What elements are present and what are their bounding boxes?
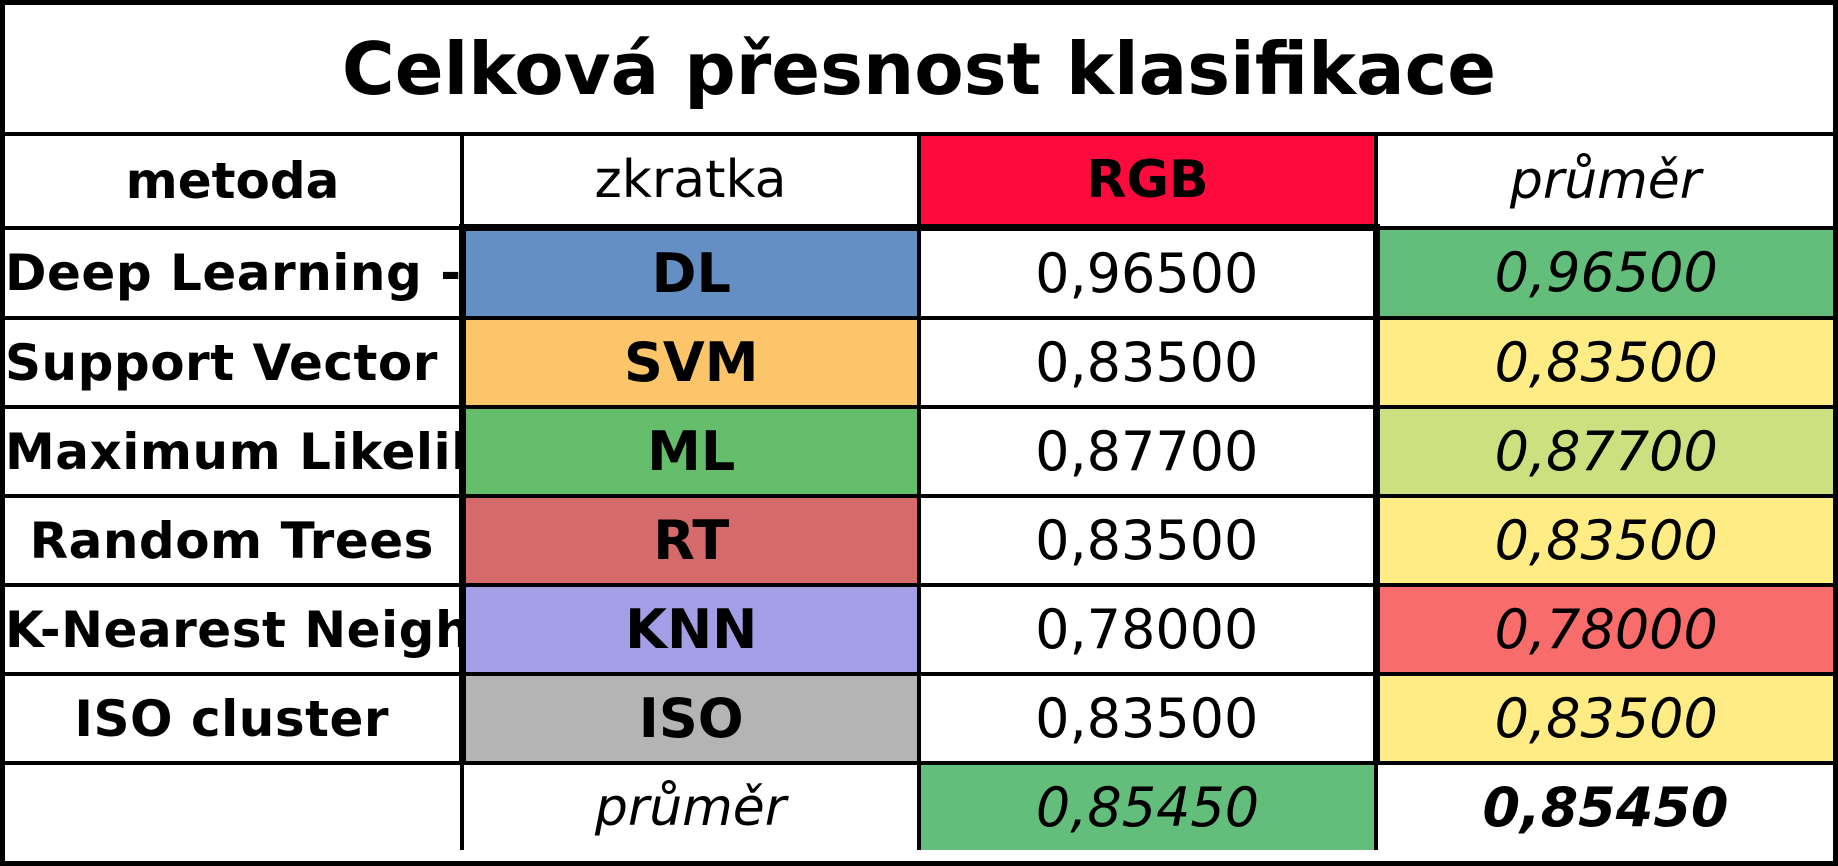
title-row: Celková přesnost klasifikace	[5, 5, 1833, 136]
footer-total-avg: 0,85450	[1374, 761, 1833, 850]
abbr-cell: DL	[458, 224, 921, 320]
table-row: Random Trees RT 0,83500 0,83500	[5, 494, 1833, 587]
avg-value-cell: 0,83500	[1374, 316, 1833, 409]
method-cell: Random Trees	[5, 494, 464, 587]
table-title: Celková přesnost klasifikace	[5, 5, 1833, 136]
abbr-cell: RT	[458, 494, 921, 587]
abbr-cell: ISO	[458, 672, 921, 763]
header-method: metoda	[5, 132, 464, 228]
abbr-cell: SVM	[458, 316, 921, 409]
rgb-value-cell: 0,83500	[917, 672, 1380, 763]
rgb-value-cell: 0,96500	[917, 224, 1380, 320]
avg-value-cell: 0,78000	[1374, 583, 1833, 676]
header-abbr: zkratka	[460, 132, 921, 228]
method-cell: Deep Learning - UNET	[5, 225, 464, 320]
table-body: Deep Learning - UNETDL0,965000,96500Supp…	[5, 224, 1833, 763]
header-avg: průměr	[1374, 132, 1833, 228]
method-cell: Maximum Likelihood	[5, 405, 464, 498]
rgb-value-cell: 0,83500	[917, 494, 1380, 587]
rgb-value-cell: 0,78000	[917, 583, 1380, 676]
footer-empty	[5, 761, 464, 850]
method-cell: K-Nearest Neighbors	[5, 583, 464, 676]
table-row: ISO cluster ISO 0,83500 0,83500	[5, 672, 1833, 763]
header-rgb: RGB	[917, 132, 1378, 228]
method-cell: Support Vector Machine	[5, 316, 464, 409]
accuracy-table: Celková přesnost klasifikace metoda zkra…	[5, 5, 1833, 850]
footer-rgb-avg: 0,85450	[917, 761, 1378, 850]
footer-label: průměr	[460, 761, 921, 850]
rgb-value-cell: 0,83500	[917, 316, 1380, 409]
abbr-cell: ML	[458, 405, 921, 498]
avg-value-cell: 0,83500	[1374, 672, 1833, 763]
avg-value-cell: 0,83500	[1374, 494, 1833, 587]
method-cell: ISO cluster	[5, 672, 464, 763]
header-row: metoda zkratka RGB průměr	[5, 132, 1833, 228]
footer-row: průměr 0,85450 0,85450	[5, 761, 1833, 850]
avg-value-cell: 0,96500	[1374, 225, 1833, 320]
abbr-cell: KNN	[458, 583, 921, 676]
avg-value-cell: 0,87700	[1374, 405, 1833, 498]
rgb-value-cell: 0,87700	[917, 405, 1380, 498]
